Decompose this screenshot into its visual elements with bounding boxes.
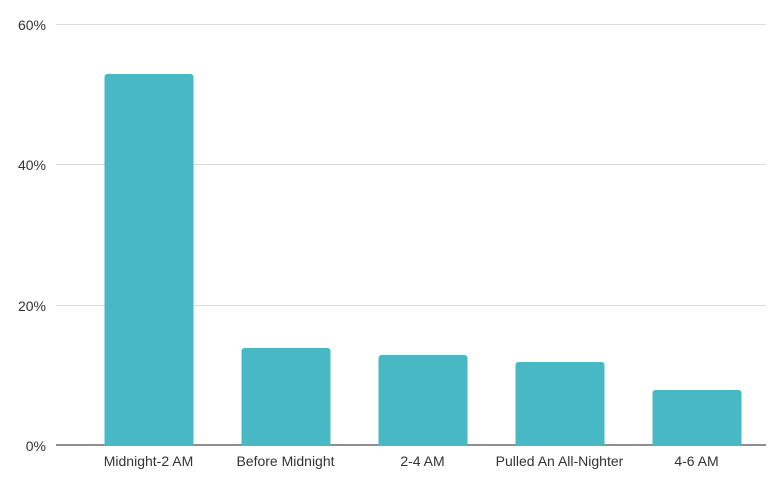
bar — [652, 389, 741, 446]
y-tick-label: 0% — [25, 438, 46, 454]
y-axis: 0% 20% 40% 60% — [0, 17, 46, 454]
bar — [104, 74, 193, 446]
y-tick-label: 60% — [17, 17, 46, 33]
bars-container — [80, 25, 765, 446]
gridline — [56, 304, 766, 306]
bar — [515, 361, 604, 446]
x-tick-label: Before Midnight — [236, 453, 335, 469]
x-tick-label: Midnight-2 AM — [103, 453, 194, 469]
x-tick-label: 4-6 AM — [674, 453, 719, 469]
x-axis: Midnight-2 AM Before Midnight 2-4 AM Pulled… — [80, 452, 765, 470]
bar-band — [354, 25, 491, 446]
bar-band — [628, 25, 765, 446]
bar-band — [217, 25, 354, 446]
bar — [378, 354, 467, 446]
bar-band — [491, 25, 628, 446]
x-tick-label: 2-4 AM — [400, 453, 445, 469]
bar — [241, 347, 330, 446]
bar-band — [80, 25, 217, 446]
y-tick-label: 40% — [17, 157, 46, 174]
x-tick-label: Pulled An All-Nighter — [495, 453, 624, 469]
gridline — [56, 164, 766, 166]
gridline — [56, 24, 766, 25]
y-tick-label: 20% — [17, 297, 46, 314]
